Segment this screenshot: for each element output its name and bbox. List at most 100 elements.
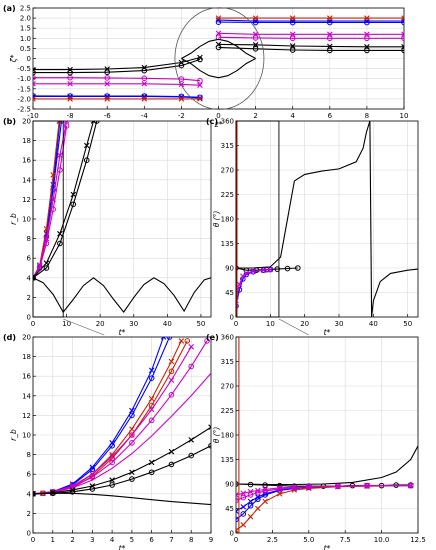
data-point	[141, 96, 148, 102]
data-point	[327, 35, 333, 42]
data-point	[188, 344, 195, 350]
data-point	[295, 265, 301, 271]
series	[33, 492, 211, 506]
data-point	[148, 375, 155, 381]
connector-line	[63, 318, 105, 336]
data-point	[69, 489, 76, 495]
x-ticks: 0 10 20 30 40 50	[31, 314, 205, 328]
x-tick-label: 40	[369, 320, 378, 328]
y-tick-label: 0	[27, 314, 31, 322]
data-point	[401, 35, 404, 42]
data-point	[94, 121, 100, 124]
data-point	[327, 31, 333, 38]
y-tick-label: 0	[27, 55, 31, 63]
data-point	[141, 80, 148, 87]
y-tick-label: 135	[221, 240, 234, 248]
data-point	[364, 35, 370, 42]
data-point	[289, 31, 296, 38]
data-point	[250, 268, 256, 275]
series	[33, 338, 191, 497]
series-line	[236, 485, 411, 531]
data-point	[129, 476, 135, 482]
plot-area	[236, 121, 418, 317]
y-tick-label: 360	[221, 334, 234, 342]
data-point	[197, 82, 203, 88]
series	[33, 80, 203, 88]
data-point	[247, 502, 254, 509]
panel-e: 0 2.5 5.0 7.5 10.0 12.5 0 45 90 135 180 225 270 315 36…	[206, 333, 426, 550]
x-tick-label: 2	[70, 536, 74, 544]
y-tick-label: 20	[22, 118, 31, 126]
series	[236, 121, 418, 317]
y-tick-label: 225	[221, 407, 234, 415]
data-point	[240, 504, 247, 510]
data-point	[33, 96, 36, 102]
data-point	[236, 508, 239, 515]
panel-label: (a)	[3, 4, 16, 13]
x-tick-label: 5	[130, 536, 134, 544]
data-point	[70, 191, 77, 198]
series	[236, 482, 414, 533]
data-point	[401, 31, 404, 38]
y-tick-label: 0	[230, 314, 234, 322]
series	[215, 34, 404, 42]
data-point	[63, 121, 70, 124]
series-line	[218, 32, 404, 35]
y-tick-label: 6	[27, 255, 32, 263]
series-line	[33, 77, 201, 82]
gridlines	[32, 120, 211, 318]
x-tick-label: 2	[253, 112, 257, 120]
data-point	[67, 80, 73, 87]
inset-connector-lines	[63, 318, 309, 336]
x-tick-label: 12.5	[410, 536, 426, 544]
data-point	[33, 80, 36, 87]
x-ticks: 0 10 20 30 40 50	[234, 314, 412, 328]
y-tick-label: 2.0	[20, 15, 31, 23]
y-tick-label: 12	[22, 412, 31, 420]
y-tick-label: 18	[22, 353, 31, 361]
data-point	[129, 432, 135, 438]
data-point	[129, 469, 135, 476]
data-point	[247, 492, 254, 498]
series-line	[218, 19, 404, 22]
data-point	[67, 96, 73, 102]
series	[215, 30, 404, 38]
data-point	[236, 281, 243, 288]
data-point	[276, 485, 283, 491]
y-tick-label: 0	[27, 530, 31, 538]
data-point	[327, 19, 333, 26]
y-tick-label: 16	[22, 157, 31, 165]
series	[236, 266, 274, 309]
data-point	[401, 15, 404, 21]
x-tick-label: -8	[67, 112, 74, 120]
series-line	[33, 58, 201, 74]
x-tick-label: 6	[149, 536, 154, 544]
data-point	[215, 44, 222, 51]
data-point	[252, 35, 259, 41]
series-line	[218, 36, 404, 39]
y-tick-label: -0.5	[17, 65, 31, 73]
data-point	[262, 498, 268, 505]
x-axis-label: t*	[324, 328, 331, 337]
y-tick-label: 10	[22, 216, 31, 224]
x-tick-label: 0	[234, 320, 238, 328]
panel-c: 0 10 20 30 40 50 0 45 90 135 180 225 270 315 360 t* θ (°…	[206, 117, 419, 337]
x-tick-label: 50	[196, 320, 205, 328]
data-point	[364, 19, 370, 26]
data-point	[178, 76, 185, 82]
data-point	[401, 19, 404, 26]
y-tick-label: 1.0	[20, 35, 31, 43]
y-tick-label: 0	[230, 530, 234, 538]
series-line	[236, 485, 411, 520]
data-point	[197, 96, 203, 102]
data-point	[129, 426, 135, 432]
series-line	[33, 83, 201, 86]
x-ticks: -10 -8 -6 -4 -2 0 2 4 6 8 10	[27, 106, 408, 120]
y-tick-label: 0.5	[20, 45, 31, 53]
data-point	[240, 494, 247, 501]
data-point	[284, 265, 291, 272]
data-point	[407, 482, 414, 489]
data-point	[104, 75, 110, 81]
y-tick-label: 2	[27, 294, 31, 302]
y-tick-label: 4	[27, 274, 32, 282]
